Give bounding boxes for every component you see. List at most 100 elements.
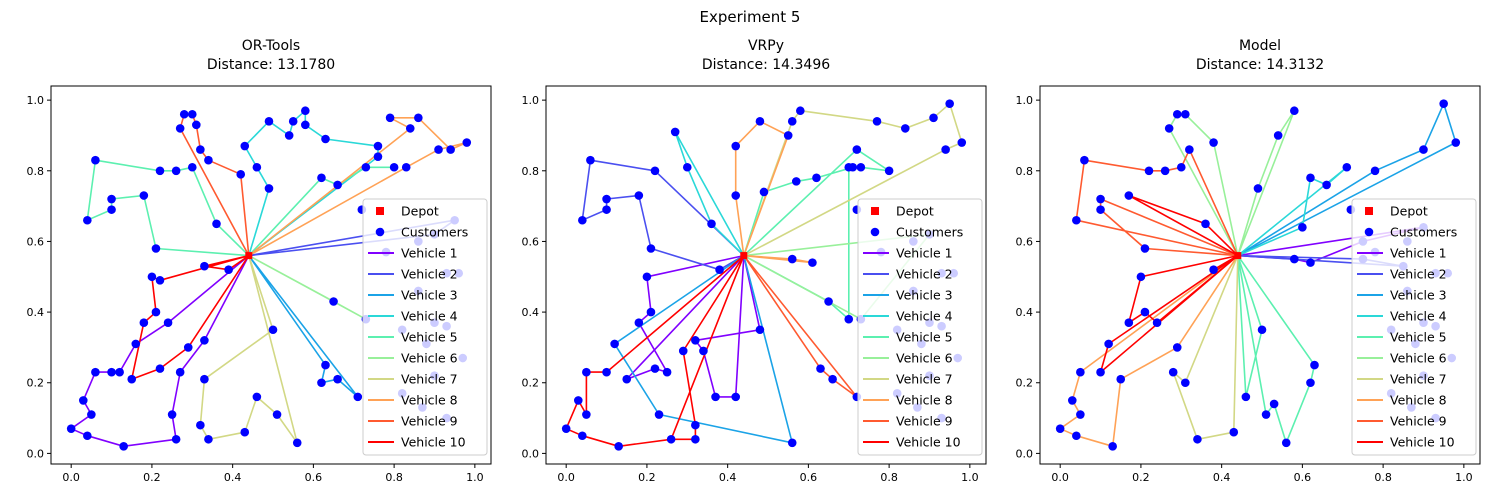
customer-point bbox=[1306, 378, 1315, 388]
customer-point bbox=[900, 124, 910, 133]
customer-point bbox=[200, 336, 209, 345]
legend-vehicle-label: Vehicle 1 bbox=[896, 246, 953, 261]
customer-point bbox=[872, 117, 882, 126]
route-vehicle-10 bbox=[1099, 194, 1239, 373]
panel-title: OR-Tools bbox=[242, 38, 300, 54]
legend: Depot Customers Vehicle 1 Vehicle 2 Vehicle … bbox=[857, 198, 983, 456]
customer-point bbox=[272, 410, 282, 419]
customer-point bbox=[1261, 410, 1271, 419]
customer-point bbox=[1096, 367, 1105, 377]
customer-point bbox=[83, 431, 92, 441]
panel-distance: Distance: 13.1780 bbox=[207, 57, 335, 73]
route-vehicle-5 bbox=[86, 159, 395, 257]
customer-point bbox=[288, 117, 298, 126]
customer-point bbox=[731, 191, 741, 200]
legend-vehicle-label: Vehicle 6 bbox=[401, 351, 458, 366]
customer-point bbox=[107, 367, 116, 377]
customer-point bbox=[78, 396, 88, 405]
customer-point bbox=[66, 424, 76, 433]
panel-title: Model bbox=[1239, 38, 1281, 54]
customer-point bbox=[755, 325, 765, 335]
customer-point bbox=[91, 367, 100, 377]
customer-point bbox=[1164, 124, 1174, 133]
customer-point bbox=[252, 392, 262, 402]
y-tick-label: 0.8 bbox=[522, 165, 540, 178]
customer-point bbox=[586, 155, 595, 165]
customer-point bbox=[602, 194, 611, 204]
customer-point bbox=[828, 374, 837, 384]
legend-vehicle-label: Vehicle 8 bbox=[896, 393, 953, 408]
customer-point bbox=[1140, 307, 1150, 317]
customer-point bbox=[1306, 173, 1315, 183]
x-tick-label: 0.8 bbox=[1374, 471, 1392, 484]
y-tick-label: 0.8 bbox=[1016, 165, 1034, 178]
customer-point bbox=[808, 258, 817, 267]
customer-point bbox=[414, 113, 423, 123]
customer-point bbox=[796, 106, 805, 116]
customer-point bbox=[373, 141, 383, 151]
customer-point bbox=[301, 106, 310, 116]
customer-point bbox=[1439, 99, 1448, 108]
legend-customers-swatch bbox=[870, 227, 880, 237]
customer-point bbox=[1342, 162, 1352, 172]
customer-point bbox=[1172, 343, 1182, 352]
route-vehicle-5 bbox=[1237, 254, 1316, 444]
customer-point bbox=[662, 367, 672, 377]
legend-vehicle-label: Vehicle 9 bbox=[1390, 414, 1447, 429]
customer-point bbox=[1181, 378, 1190, 388]
customer-point bbox=[1080, 155, 1089, 165]
route-vehicle-6 bbox=[248, 254, 367, 321]
customer-point bbox=[405, 124, 415, 133]
customer-point bbox=[787, 117, 797, 126]
y-tick-label: 1.0 bbox=[522, 94, 540, 107]
legend-depot-label: Depot bbox=[896, 204, 934, 219]
customer-point bbox=[252, 162, 262, 172]
legend-customers-label: Customers bbox=[401, 225, 468, 240]
y-tick-label: 0.2 bbox=[27, 377, 45, 390]
y-tick-label: 0.0 bbox=[27, 447, 45, 460]
y-tick-label: 1.0 bbox=[1016, 94, 1034, 107]
customer-point bbox=[1096, 205, 1105, 214]
customer-point bbox=[578, 431, 587, 441]
panel-3: Model Distance: 14.3132 0.0 0.2 0.4 0.6 0.8 1.0… bbox=[1016, 38, 1481, 484]
axes-frame bbox=[1039, 85, 1481, 465]
x-tick-label: 0.2 bbox=[143, 471, 161, 484]
panel-1: OR-Tools Distance: 13.1780 0.0 0.2 0.4 0.6 0.8… bbox=[27, 38, 492, 484]
customer-point bbox=[1076, 367, 1085, 377]
customer-point bbox=[167, 410, 177, 419]
x-tick-label: 0.0 bbox=[557, 471, 575, 484]
y-tick-label: 0.2 bbox=[522, 377, 540, 390]
x-tick-label: 1.0 bbox=[466, 471, 484, 484]
customer-point bbox=[622, 374, 632, 384]
legend-vehicle-label: Vehicle 6 bbox=[896, 351, 953, 366]
x-tick-label: 0.0 bbox=[1051, 471, 1069, 484]
axes-frame bbox=[545, 85, 987, 465]
y-tick-label: 0.8 bbox=[27, 165, 45, 178]
customer-point bbox=[200, 374, 209, 384]
customer-point bbox=[682, 162, 692, 172]
customer-point bbox=[1281, 438, 1291, 448]
legend-depot-label: Depot bbox=[401, 204, 439, 219]
customer-point bbox=[200, 261, 209, 271]
x-tick-label: 0.4 bbox=[1213, 471, 1231, 484]
customer-point bbox=[139, 191, 149, 200]
customer-point bbox=[1072, 431, 1081, 441]
panel-2: VRPy Distance: 14.3496 0.0 0.2 0.4 0.6 0.8 1.0 0… bbox=[522, 38, 987, 484]
legend-depot-swatch bbox=[871, 207, 879, 215]
customer-point bbox=[139, 318, 149, 327]
customer-point bbox=[462, 138, 472, 147]
customer-point bbox=[791, 177, 801, 186]
figure-suptitle: Experiment 5 bbox=[700, 8, 801, 26]
customer-point bbox=[264, 184, 274, 193]
customer-point bbox=[163, 318, 173, 327]
customer-point bbox=[240, 141, 250, 151]
x-tick-label: 1.0 bbox=[1455, 471, 1473, 484]
customer-point bbox=[389, 162, 399, 172]
customer-point bbox=[1067, 396, 1077, 405]
legend-vehicle-label: Vehicle 6 bbox=[1390, 351, 1447, 366]
customer-point bbox=[175, 124, 185, 133]
route-vehicle-7 bbox=[1172, 255, 1239, 441]
x-tick-label: 0.6 bbox=[800, 471, 818, 484]
y-tick-label: 0.4 bbox=[27, 306, 45, 319]
